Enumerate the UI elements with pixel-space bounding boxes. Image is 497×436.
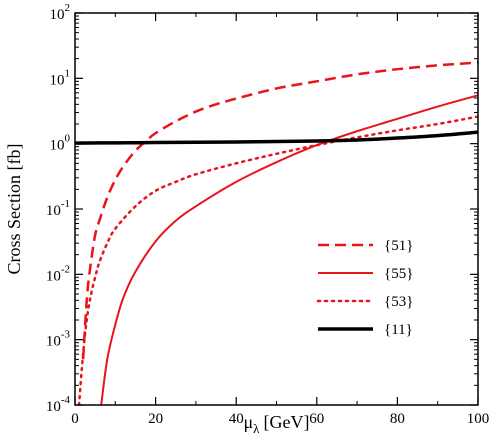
series-line-2 — [77, 115, 478, 405]
legend-label-3: {11} — [384, 322, 413, 338]
y-axis: 10-4 10-3 10-2 10-1 100 101 102 — [46, 2, 478, 415]
legend-label-0: {51} — [384, 238, 413, 254]
series-line-0 — [81, 61, 478, 360]
legend-label-2: {53} — [384, 294, 413, 310]
y-tick-label: 10-4 — [46, 394, 71, 415]
plot-frame — [74, 12, 479, 406]
x-tick-label: 0 — [71, 411, 79, 427]
legend: {51} {55} {53} {11} — [316, 238, 413, 338]
series-line-3 — [75, 130, 478, 145]
y-axis-label: Cross Section [fb] — [4, 144, 24, 275]
x-tick-label: 80 — [390, 411, 405, 427]
series-line-1 — [100, 94, 478, 405]
y-tick-label: 102 — [50, 2, 71, 23]
x-tick-label: 100 — [467, 411, 490, 427]
x-axis-label: μλ [GeV] — [244, 412, 310, 436]
y-tick-label: 101 — [50, 67, 71, 88]
x-axis-label-unit: [GeV] — [263, 412, 309, 432]
x-tick-label: 60 — [309, 411, 324, 427]
y-tick-label: 10-2 — [46, 263, 70, 284]
y-tick-label: 10-1 — [46, 198, 70, 219]
y-tick-label: 100 — [50, 133, 71, 154]
x-axis-label-symbol: μ — [244, 412, 254, 432]
x-tick-label: 40 — [229, 411, 244, 427]
legend-label-1: {55} — [384, 266, 413, 282]
x-axis: 0 20 40 60 80 100 — [71, 13, 489, 427]
x-axis-label-subscript: λ — [253, 421, 260, 436]
y-tick-label: 10-3 — [46, 329, 71, 350]
x-tick-label: 20 — [148, 411, 163, 427]
series-curves — [75, 61, 478, 405]
